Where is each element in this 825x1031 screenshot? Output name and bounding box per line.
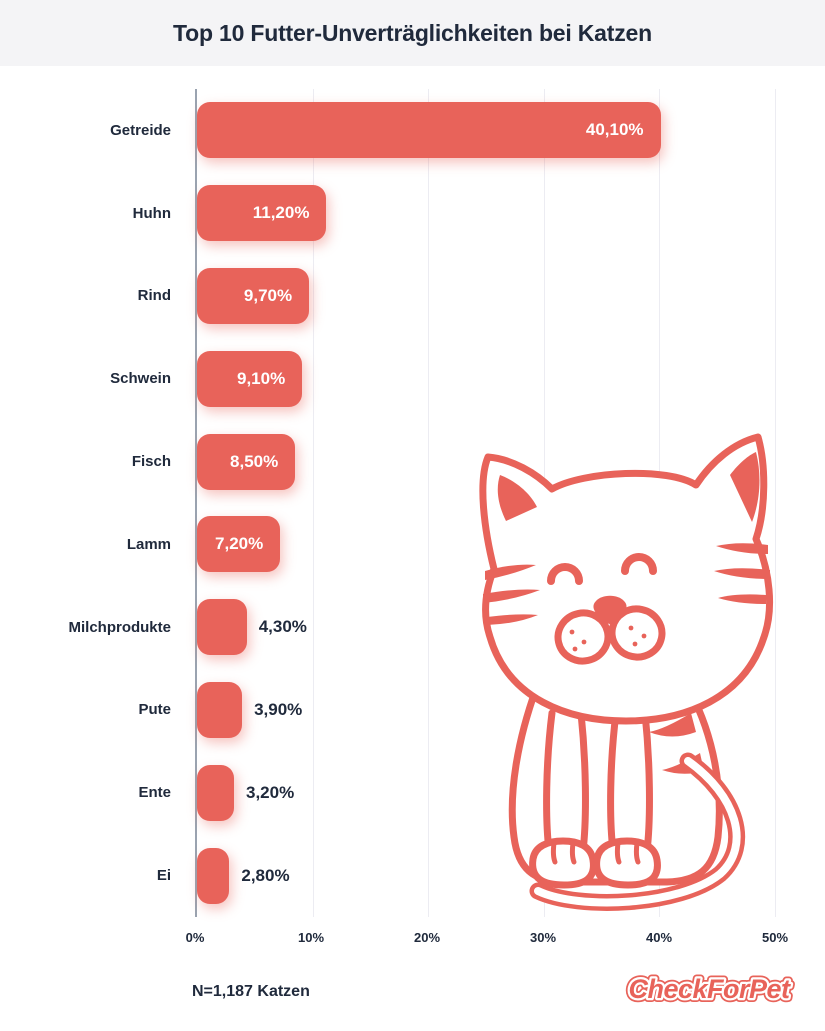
cat-illustration bbox=[432, 421, 822, 921]
cat-inner-ear bbox=[497, 475, 537, 521]
gridline bbox=[775, 89, 776, 917]
value-label: 11,20% bbox=[252, 203, 310, 223]
brand-logo-text: CheckForPet bbox=[628, 974, 791, 1004]
bar-row: Pute 3,90% bbox=[0, 669, 775, 752]
bar bbox=[197, 847, 230, 904]
value-label: 40,10% bbox=[585, 120, 644, 140]
gridline bbox=[312, 89, 314, 917]
bar-row: Lamm 7,20% bbox=[0, 503, 775, 586]
cat-paw-toe bbox=[569, 840, 577, 865]
category-label: Schwein bbox=[110, 370, 171, 388]
brand-logo-inline: CheckForPet bbox=[628, 974, 791, 1004]
bar-track: 2,80% bbox=[197, 847, 775, 904]
cat-paw bbox=[529, 837, 597, 889]
cat-cheek-stripe bbox=[716, 543, 768, 554]
value-label: 7,20% bbox=[215, 534, 264, 554]
category-label: Fisch bbox=[131, 453, 171, 471]
value-label: 8,50% bbox=[230, 451, 279, 471]
cat-cheek-stripe bbox=[485, 564, 536, 580]
cat-cheek-stripe bbox=[714, 568, 770, 579]
cat-cheek-stripe bbox=[487, 614, 538, 625]
bar-track: 3,90% bbox=[197, 681, 775, 738]
x-tick-label: 30% bbox=[529, 930, 557, 945]
bar-track: 4,30% bbox=[197, 599, 775, 656]
cat-eye bbox=[547, 563, 583, 585]
bar bbox=[197, 764, 234, 821]
cat-eye bbox=[621, 553, 657, 575]
cat-freckle bbox=[641, 633, 647, 639]
category-label: Getreide bbox=[110, 121, 171, 139]
cat-freckle bbox=[572, 646, 578, 652]
bar: 8,50% bbox=[197, 433, 296, 490]
bar: 40,10% bbox=[197, 102, 661, 159]
brand-logo: CheckForPet CheckForPet CheckForPet bbox=[621, 966, 797, 1017]
cat-body-stripe bbox=[649, 713, 696, 737]
cat-tail-core bbox=[534, 757, 741, 907]
bar-row: Schwein 9,10% bbox=[0, 337, 775, 420]
cat-paw-toe bbox=[550, 840, 558, 865]
bar-row: Fisch 8,50% bbox=[0, 420, 775, 503]
bar-chart: Getreide 40,10% Huhn 11,20% Rind 9,70% Schwein… bbox=[0, 89, 776, 917]
bar-row: Ente 3,20% bbox=[0, 751, 775, 834]
cat-freckle bbox=[569, 629, 575, 635]
bar-track: 9,10% bbox=[197, 350, 775, 407]
sample-size-note: N=1,187 Katzen bbox=[192, 983, 310, 1000]
cat-muzzle bbox=[608, 605, 666, 661]
x-tick-label: 10% bbox=[297, 930, 325, 945]
category-label: Pute bbox=[138, 701, 171, 719]
category-label: Lamm bbox=[126, 535, 171, 553]
cat-cheek-stripe bbox=[718, 594, 766, 604]
bar-track: 3,20% bbox=[197, 764, 775, 821]
x-tick-label: 20% bbox=[413, 930, 441, 945]
page-title: Top 10 Futter-Unverträglichkeiten bei Ka… bbox=[173, 19, 652, 46]
x-tick-label: 50% bbox=[761, 930, 789, 945]
cat-freckle bbox=[632, 641, 638, 647]
cat-muzzle bbox=[554, 609, 612, 665]
value-label: 3,20% bbox=[245, 782, 295, 802]
cat-paw-toe bbox=[633, 840, 641, 865]
cat-freckle bbox=[581, 639, 587, 645]
value-label: 4,30% bbox=[258, 617, 307, 637]
bar-track: 7,20% bbox=[197, 516, 775, 573]
x-axis: 0% 10% 20% 30% 40% 50% bbox=[186, 930, 788, 950]
category-label: Rind bbox=[137, 287, 171, 305]
bar-track: 11,20% bbox=[197, 185, 775, 242]
x-tick-label: 0% bbox=[185, 930, 205, 945]
value-label: 9,10% bbox=[236, 368, 286, 388]
category-label: Ente bbox=[138, 784, 171, 802]
cat-head bbox=[479, 433, 774, 725]
cat-paw-toe bbox=[614, 840, 622, 865]
bar-row: Ei 2,80% bbox=[0, 834, 775, 917]
bar: 7,20% bbox=[197, 516, 281, 573]
bar-row: Huhn 11,20% bbox=[0, 172, 775, 255]
cat-paw bbox=[593, 837, 661, 889]
category-label: Ei bbox=[156, 867, 171, 885]
bar-rows: Getreide 40,10% Huhn 11,20% Rind 9,70% Schwein… bbox=[0, 89, 775, 917]
cat-nose bbox=[593, 595, 627, 624]
category-label: Milchprodukte bbox=[68, 618, 171, 636]
bar-track: 8,50% bbox=[197, 433, 775, 490]
bar bbox=[197, 681, 243, 738]
cat-freckle bbox=[628, 625, 634, 631]
bar-row: Getreide 40,10% bbox=[0, 89, 775, 172]
bar: 9,70% bbox=[197, 267, 310, 324]
brand-logo-outline: CheckForPet bbox=[628, 974, 791, 1004]
gridline bbox=[428, 89, 430, 917]
bar-track: 9,70% bbox=[197, 267, 775, 324]
value-label: 2,80% bbox=[241, 865, 290, 885]
category-label: Huhn bbox=[132, 204, 171, 222]
cat-inner-ear bbox=[730, 452, 760, 522]
bar bbox=[197, 599, 247, 656]
value-label: 3,90% bbox=[254, 699, 303, 719]
bar-row: Rind 9,70% bbox=[0, 255, 775, 338]
bar-track: 40,10% bbox=[197, 102, 775, 159]
bar: 11,20% bbox=[197, 185, 327, 242]
cat-cheek-stripe bbox=[483, 589, 540, 603]
bar: 9,10% bbox=[197, 350, 303, 407]
bar-row: Milchprodukte 4,30% bbox=[0, 586, 775, 669]
x-tick-label: 40% bbox=[645, 930, 673, 945]
value-label: 9,70% bbox=[243, 285, 293, 305]
header-band: Top 10 Futter-Unverträglichkeiten bei Ka… bbox=[0, 0, 825, 66]
